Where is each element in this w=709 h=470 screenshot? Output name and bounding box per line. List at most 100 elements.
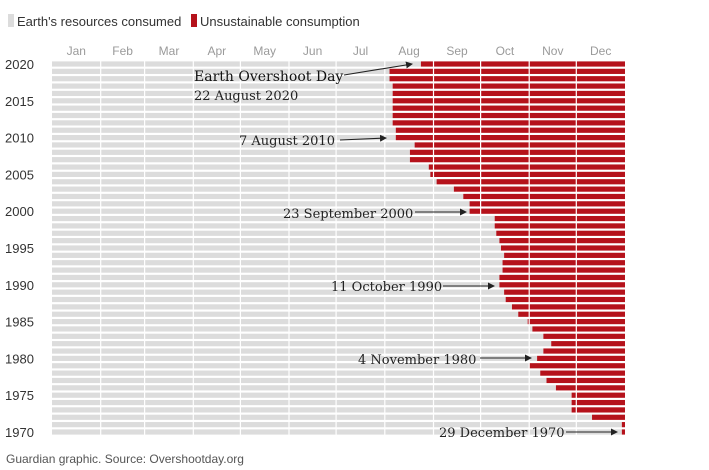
bar-unsustainable-2008 xyxy=(409,149,625,155)
bar-consumed-1991 xyxy=(52,274,500,281)
annotation-arrow-2020 xyxy=(343,61,413,76)
bar-unsustainable-1972 xyxy=(592,414,625,420)
month-label-dec: Dec xyxy=(590,44,611,58)
bar-unsustainable-1970 xyxy=(621,429,625,435)
bar-consumed-2016 xyxy=(52,90,393,97)
bar-consumed-2008 xyxy=(52,149,410,155)
year-label-1970: 1970 xyxy=(5,425,34,440)
year-label-1980: 1980 xyxy=(5,351,34,366)
bar-consumed-2019 xyxy=(52,68,390,74)
bar-unsustainable-2009 xyxy=(414,142,625,148)
bar-consumed-1989 xyxy=(52,289,505,295)
bar-consumed-2004 xyxy=(52,179,437,185)
bar-consumed-2018 xyxy=(52,76,390,82)
bar-unsustainable-1983 xyxy=(543,333,625,339)
bar-consumed-1987 xyxy=(52,304,512,310)
bar-consumed-1999 xyxy=(52,215,495,222)
annotation-label-2020: 22 August 2020 xyxy=(194,89,298,104)
bar-consumed-1972 xyxy=(52,414,593,420)
legend-swatch-consumed xyxy=(8,14,14,27)
bar-consumed-1982 xyxy=(52,341,552,347)
month-label-oct: Oct xyxy=(496,44,515,58)
bar-consumed-1971 xyxy=(52,422,622,428)
bar-unsustainable-1982 xyxy=(551,341,625,347)
month-label-jul: Jul xyxy=(353,44,368,58)
bar-unsustainable-1990 xyxy=(499,282,625,288)
bar-consumed-2000 xyxy=(52,208,470,214)
annotation-label-1990: 11 October 1990 xyxy=(331,280,442,295)
bar-consumed-1970 xyxy=(52,429,622,435)
bar-consumed-1998 xyxy=(52,223,495,229)
bar-unsustainable-1996 xyxy=(499,238,625,244)
bar-unsustainable-1989 xyxy=(504,289,625,295)
bar-unsustainable-2011 xyxy=(395,127,625,133)
bar-unsustainable-2012 xyxy=(392,120,625,126)
bar-consumed-2001 xyxy=(52,201,470,207)
bar-consumed-2009 xyxy=(52,142,415,148)
gridlines xyxy=(100,58,577,438)
annotation-arrow-2010 xyxy=(339,134,387,142)
year-label-1985: 1985 xyxy=(5,315,34,330)
bar-unsustainable-2004 xyxy=(436,179,625,185)
legend-swatch-unsustainable xyxy=(191,14,197,27)
bar-unsustainable-1981 xyxy=(543,348,625,354)
bar-consumed-1984 xyxy=(52,326,533,332)
annotation-title-2020: Earth Overshoot Day xyxy=(194,69,343,85)
annotation-label-2010: 7 August 2010 xyxy=(239,134,335,149)
bar-unsustainable-1991 xyxy=(499,274,625,281)
bar-consumed-2005 xyxy=(52,171,431,177)
year-label-1995: 1995 xyxy=(5,241,34,256)
source-note: Guardian graphic. Source: Overshootday.o… xyxy=(6,452,244,466)
bar-unsustainable-1975 xyxy=(571,392,625,398)
month-label-may: May xyxy=(253,44,276,58)
bar-consumed-1985 xyxy=(52,319,528,325)
bar-consumed-1977 xyxy=(52,377,547,384)
annotation-label-1970: 29 December 1970 xyxy=(439,426,565,441)
bar-consumed-1976 xyxy=(52,385,556,391)
bar-unsustainable-1986 xyxy=(518,311,625,317)
year-label-2005: 2005 xyxy=(5,167,34,182)
bar-unsustainable-1978 xyxy=(540,370,625,376)
bar-unsustainable-2020 xyxy=(420,61,625,67)
bar-consumed-1994 xyxy=(52,252,505,258)
bar-unsustainable-2007 xyxy=(409,157,625,163)
bar-consumed-1978 xyxy=(52,370,541,376)
bar-consumed-2020 xyxy=(52,61,421,67)
month-label-feb: Feb xyxy=(112,44,133,58)
year-label-1990: 1990 xyxy=(5,278,34,293)
bar-unsustainable-1979 xyxy=(529,363,625,369)
bar-unsustainable-1994 xyxy=(504,252,625,258)
bar-consumed-1996 xyxy=(52,238,500,244)
bar-unsustainable-2000 xyxy=(469,208,625,214)
bar-unsustainable-1988 xyxy=(505,296,625,303)
bar-consumed-2007 xyxy=(52,157,410,163)
bars xyxy=(52,61,625,435)
bar-consumed-1979 xyxy=(52,363,530,369)
bar-consumed-1993 xyxy=(52,260,503,266)
annotation-label-2000: 23 September 2000 xyxy=(283,207,413,222)
bar-unsustainable-1974 xyxy=(571,399,625,406)
bar-consumed-2010 xyxy=(52,135,396,141)
bar-unsustainable-1977 xyxy=(546,377,625,384)
legend-label-consumed: Earth's resources consumed xyxy=(17,14,181,29)
bar-consumed-1973 xyxy=(52,407,572,413)
bar-consumed-2017 xyxy=(52,83,393,89)
bar-unsustainable-2003 xyxy=(453,186,625,192)
bar-unsustainable-1984 xyxy=(532,326,625,332)
year-label-2020: 2020 xyxy=(5,57,34,72)
bar-unsustainable-1995 xyxy=(500,245,625,251)
bar-consumed-1997 xyxy=(52,230,497,236)
bar-unsustainable-1976 xyxy=(555,385,625,391)
month-axis: Jan Feb Mar Apr May Jun Jul Aug Sep Oct Nov Dec xyxy=(67,44,612,58)
month-label-aug: Aug xyxy=(398,44,419,58)
bar-consumed-1988 xyxy=(52,296,506,303)
bar-consumed-2003 xyxy=(52,186,454,192)
bar-unsustainable-1993 xyxy=(502,260,625,266)
month-label-sep: Sep xyxy=(446,44,468,58)
annotation-label-1980: 4 November 1980 xyxy=(358,353,476,368)
year-axis: 2020 2015 2010 2005 2000 1995 1990 1985 1980 1975… xyxy=(5,57,34,440)
legend-label-unsustainable: Unsustainable consumption xyxy=(200,14,360,29)
bar-unsustainable-1992 xyxy=(502,267,625,273)
bar-consumed-1974 xyxy=(52,399,572,406)
